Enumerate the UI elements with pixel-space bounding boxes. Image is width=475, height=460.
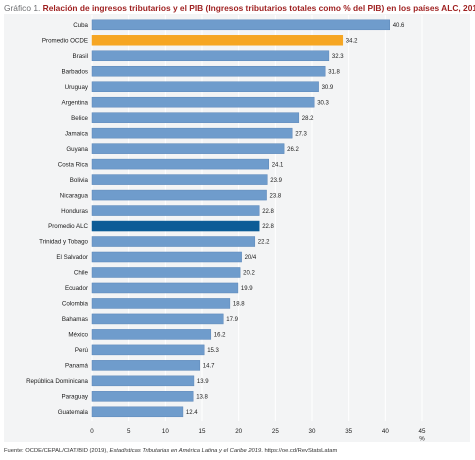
x-tick-label: 25	[272, 428, 279, 435]
category-label: El Salvador	[56, 254, 88, 261]
category-label: Barbados	[62, 68, 89, 75]
data-label: 30.3	[317, 100, 329, 106]
category-label: Promedio OCDE	[42, 37, 88, 44]
x-tick-label: 35	[345, 428, 352, 435]
data-label: 23.8	[270, 193, 282, 199]
data-label: 20/4	[245, 255, 257, 261]
data-label: 24.1	[272, 162, 284, 168]
data-label: 13.9	[197, 379, 209, 385]
category-label: Uruguay	[65, 84, 89, 91]
bar	[91, 96, 315, 108]
category-label: Trinidad y Tobago	[39, 239, 88, 246]
bar	[91, 267, 241, 278]
bar	[91, 282, 239, 294]
x-tick-label: 5	[127, 428, 131, 435]
data-label: 26.2	[287, 147, 299, 153]
bar	[91, 19, 390, 31]
bar	[91, 81, 319, 92]
data-label: 17.9	[226, 317, 238, 323]
source-url: . https://oe.cd/RevStatsLatam	[261, 448, 338, 454]
data-label: 40.6	[393, 23, 405, 29]
source-label: Fuente:	[4, 448, 24, 454]
category-label: Panamá	[65, 363, 89, 370]
category-label: Costa Rica	[58, 161, 89, 168]
category-label: Paraguay	[62, 394, 89, 401]
bar	[91, 112, 300, 123]
x-tick-label: 20	[235, 428, 242, 435]
category-label: Promedio ALC	[48, 223, 88, 230]
data-label: 15.3	[207, 348, 219, 354]
data-label: 12.4	[186, 410, 198, 416]
source-text: OCDE/CEPAL/CIAT/BID (2019),	[23, 448, 110, 454]
category-label: República Dominicana	[26, 378, 88, 385]
x-tick-label: 40	[382, 428, 389, 435]
x-tick-label: 10	[162, 428, 169, 435]
x-tick-label: 30	[309, 428, 316, 435]
data-label: 23.9	[270, 178, 282, 184]
bar	[91, 205, 260, 216]
source-publication: Estadísticas Tributarias en América Lati…	[109, 448, 262, 454]
x-tick-label: 45	[419, 428, 426, 435]
bar-chart: Cuba 40.6 Promedio OCDE 34.2 Brasil 32.3 Barba…	[26, 15, 426, 443]
data-label: 20.2	[243, 271, 255, 277]
data-label: 13.8	[196, 395, 208, 401]
category-label: Brasil	[73, 53, 88, 60]
data-label: 34.2	[346, 38, 358, 44]
data-label: 19.9	[241, 286, 253, 292]
x-axis-unit: %	[419, 436, 425, 443]
category-label: Chile	[74, 270, 89, 277]
bar	[91, 391, 194, 402]
bar	[91, 344, 205, 356]
bar	[91, 35, 344, 46]
bar	[91, 127, 293, 139]
bar	[91, 251, 242, 263]
bar	[91, 158, 269, 170]
data-label: 27.3	[295, 131, 307, 137]
category-label: Bahamas	[62, 316, 88, 323]
x-tick-label: 0	[90, 428, 94, 435]
x-tick-label: 15	[199, 428, 206, 435]
category-label: Belice	[71, 115, 88, 122]
category-label: Bolivia	[70, 177, 89, 184]
data-label: 16.2	[214, 333, 226, 339]
data-label: 28.2	[302, 116, 314, 122]
chart-title: Gráfico 1. Relación de ingresos tributar…	[4, 3, 475, 13]
bar	[91, 329, 212, 340]
category-label: Jamaica	[65, 130, 89, 137]
data-label: 22.2	[258, 240, 270, 246]
bar	[91, 406, 184, 418]
bar	[91, 298, 231, 309]
data-label: 14.7	[203, 364, 215, 370]
bar	[91, 143, 285, 154]
bar	[91, 65, 326, 77]
category-label: Honduras	[61, 208, 88, 215]
bar	[91, 360, 201, 371]
bar	[91, 236, 256, 247]
data-label: 22.8	[262, 209, 274, 215]
data-label: 32.3	[332, 54, 344, 60]
bar	[91, 313, 224, 325]
category-label: Guatemala	[58, 409, 89, 416]
data-label: 22.8	[262, 224, 274, 230]
bar	[91, 174, 268, 185]
bar	[91, 375, 195, 387]
bar	[91, 189, 267, 201]
data-label: 30.9	[322, 85, 334, 91]
category-label: Perú	[75, 347, 89, 354]
category-label: México	[68, 332, 88, 339]
category-label: Colombia	[62, 301, 89, 308]
category-label: Ecuador	[65, 285, 88, 292]
category-label: Nicaragua	[60, 192, 89, 199]
source-note: Fuente: OCDE/CEPAL/CIAT/BID (2019), Esta…	[4, 447, 474, 455]
bar	[91, 50, 330, 62]
chart-title-text: Relación de ingresos tributarios y el PI…	[42, 3, 475, 13]
chart-title-prefix: Gráfico 1.	[4, 3, 41, 13]
bar	[91, 220, 260, 232]
category-label: Argentina	[62, 99, 89, 106]
category-label: Cuba	[73, 22, 88, 29]
data-label: 18.8	[233, 302, 245, 308]
data-label: 31.8	[328, 69, 340, 75]
category-label: Guyana	[66, 146, 88, 153]
